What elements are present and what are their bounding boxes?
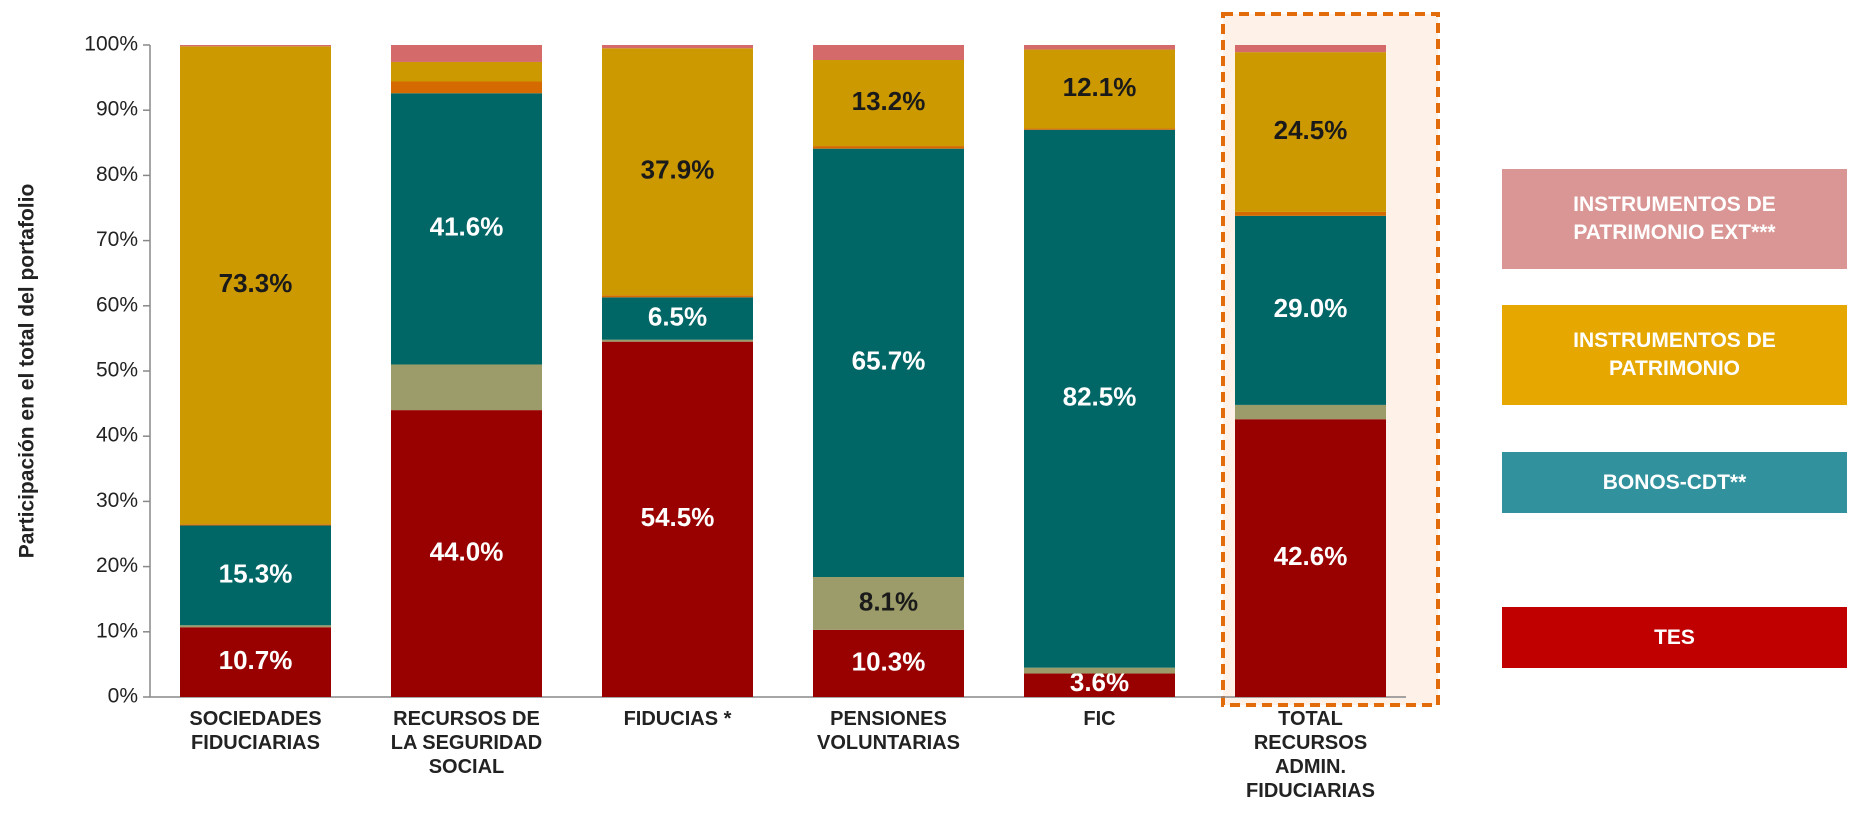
bar-segment	[391, 81, 542, 94]
y-tick-label: 20%	[96, 554, 138, 577]
legend-entry: TES	[1502, 607, 1847, 668]
bar-segment	[813, 59, 964, 147]
bar-segment	[602, 339, 753, 342]
bar-segment	[1235, 404, 1386, 420]
legend-entry: INSTRUMENTOS DE PATRIMONIO	[1502, 305, 1847, 405]
x-tick-label: FIDUCIAS *	[623, 708, 732, 730]
bar-segment	[602, 341, 753, 697]
bar-segment	[180, 525, 331, 626]
bar-segment	[180, 524, 331, 526]
bar-segment	[180, 45, 331, 47]
data-label: 6.5%	[648, 301, 707, 331]
bar-segment	[391, 364, 542, 411]
legend-entry: BONOS-CDT**	[1502, 452, 1847, 513]
bar-segment	[1024, 128, 1175, 130]
bar-segment	[602, 295, 753, 298]
y-tick-label: 70%	[96, 228, 138, 251]
data-label: 37.9%	[641, 155, 715, 185]
bar-segment	[813, 577, 964, 630]
data-label: 65.7%	[852, 346, 926, 376]
data-label: 24.5%	[1274, 115, 1348, 145]
bar-segment	[1024, 129, 1175, 668]
data-label: 8.1%	[859, 586, 918, 616]
data-label: 10.3%	[852, 646, 926, 676]
data-label: 29.0%	[1274, 293, 1348, 323]
bar-segment	[813, 146, 964, 149]
data-label: 42.6%	[1274, 541, 1348, 571]
x-tick-label: SOCIEDADES FIDUCIARIAS	[189, 708, 322, 754]
y-tick-label: 50%	[96, 359, 138, 382]
bar-segment	[813, 629, 964, 697]
y-tick-label: 90%	[96, 98, 138, 121]
x-tick-label: RECURSOS DE LA SEGURIDAD SOCIAL	[390, 708, 543, 778]
y-tick-label: 80%	[96, 163, 138, 186]
data-label: 54.5%	[641, 502, 715, 532]
data-label: 12.1%	[1063, 72, 1137, 102]
bar-segment	[1235, 215, 1386, 405]
x-tick-label: FIC	[1083, 708, 1116, 730]
bar-segment	[180, 625, 331, 628]
bar-segment	[602, 297, 753, 340]
legend-entry: INSTRUMENTOS DE PATRIMONIO EXT***	[1502, 169, 1847, 269]
bar-segment	[391, 45, 542, 62]
bar-segment	[813, 148, 964, 578]
data-label: 15.3%	[219, 558, 293, 588]
bar-segment	[1024, 45, 1175, 50]
bar-segment	[602, 45, 753, 49]
y-axis-label: Participación en el total del portafolio	[16, 184, 39, 559]
data-label: 13.2%	[852, 86, 926, 116]
bar-segment	[1024, 673, 1175, 697]
bar-segment	[1235, 52, 1386, 212]
y-tick-label: 0%	[108, 685, 138, 708]
bar-segment	[1235, 419, 1386, 697]
bar-segment	[1235, 211, 1386, 216]
x-tick-label: PENSIONES VOLUNTARIAS	[817, 708, 960, 754]
bar-segment	[391, 61, 542, 82]
bar-segment	[180, 627, 331, 697]
bar-segment	[391, 410, 542, 697]
bar-segment	[602, 48, 753, 296]
data-label: 10.7%	[219, 645, 293, 675]
bar-segment	[1235, 45, 1386, 53]
data-label: 41.6%	[430, 212, 504, 242]
x-tick-label: TOTAL RECURSOS ADMIN. FIDUCIARIAS	[1246, 708, 1375, 802]
bar-segment	[180, 46, 331, 525]
bar-segment	[1024, 667, 1175, 674]
data-label: 44.0%	[430, 536, 504, 566]
bar-segment	[1024, 49, 1175, 129]
data-label: 82.5%	[1063, 382, 1137, 412]
bar-segment	[813, 45, 964, 60]
y-tick-label: 30%	[96, 489, 138, 512]
bar-segment	[391, 93, 542, 365]
data-label: 73.3%	[219, 268, 293, 298]
y-tick-label: 60%	[96, 293, 138, 316]
y-tick-label: 10%	[96, 619, 138, 642]
y-tick-label: 100%	[84, 33, 138, 56]
y-tick-label: 40%	[96, 424, 138, 447]
